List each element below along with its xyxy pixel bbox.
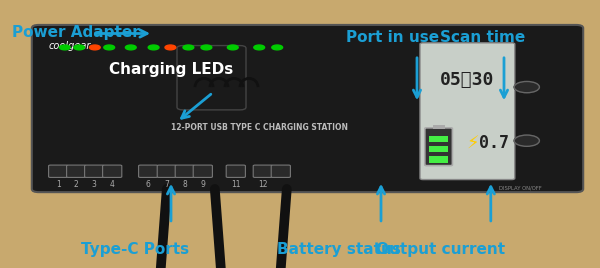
Circle shape — [104, 45, 115, 50]
Text: 12: 12 — [258, 180, 268, 189]
Circle shape — [74, 45, 85, 50]
Text: ⚡: ⚡ — [466, 134, 479, 152]
Text: 8: 8 — [182, 180, 187, 189]
Text: 12-PORT USB TYPE C CHARGING STATION: 12-PORT USB TYPE C CHARGING STATION — [170, 123, 347, 132]
Text: DISPLAY ON/OFF: DISPLAY ON/OFF — [499, 186, 542, 191]
FancyBboxPatch shape — [49, 165, 68, 177]
Text: 4: 4 — [110, 180, 115, 189]
Circle shape — [125, 45, 136, 50]
FancyBboxPatch shape — [253, 165, 272, 177]
Bar — [429, 136, 448, 142]
Text: 3: 3 — [92, 180, 97, 189]
FancyBboxPatch shape — [103, 165, 122, 177]
Bar — [429, 146, 448, 152]
Text: 6: 6 — [146, 180, 151, 189]
Text: Charging LEDs: Charging LEDs — [109, 62, 233, 77]
FancyBboxPatch shape — [32, 25, 583, 192]
Text: Port in use: Port in use — [346, 30, 440, 45]
Text: 2: 2 — [74, 180, 79, 189]
FancyBboxPatch shape — [420, 43, 515, 180]
Text: 9: 9 — [200, 180, 205, 189]
Text: 1: 1 — [56, 180, 61, 189]
Text: Power Adapter: Power Adapter — [12, 25, 140, 40]
FancyBboxPatch shape — [67, 165, 86, 177]
FancyBboxPatch shape — [175, 165, 194, 177]
Circle shape — [254, 45, 265, 50]
Circle shape — [148, 45, 159, 50]
Circle shape — [59, 45, 70, 50]
Circle shape — [183, 45, 194, 50]
Bar — [433, 125, 445, 129]
Bar — [429, 156, 448, 163]
Text: Output current: Output current — [376, 242, 506, 257]
Text: coolgear: coolgear — [49, 40, 91, 51]
Text: 7: 7 — [164, 180, 169, 189]
FancyBboxPatch shape — [85, 165, 104, 177]
FancyBboxPatch shape — [425, 128, 452, 166]
Text: Type-C Ports: Type-C Ports — [81, 242, 189, 257]
FancyBboxPatch shape — [157, 165, 176, 177]
Circle shape — [227, 45, 238, 50]
Circle shape — [272, 45, 283, 50]
Text: 0.7: 0.7 — [479, 134, 509, 152]
Circle shape — [514, 135, 539, 146]
Circle shape — [89, 45, 100, 50]
Circle shape — [201, 45, 212, 50]
Text: Battery status: Battery status — [277, 242, 401, 257]
FancyBboxPatch shape — [226, 165, 245, 177]
FancyBboxPatch shape — [193, 165, 212, 177]
FancyBboxPatch shape — [177, 46, 246, 110]
Text: 11: 11 — [231, 180, 241, 189]
Text: Scan time: Scan time — [440, 30, 526, 45]
FancyBboxPatch shape — [139, 165, 158, 177]
Circle shape — [165, 45, 176, 50]
Circle shape — [514, 81, 539, 93]
FancyBboxPatch shape — [271, 165, 290, 177]
Text: 05∲30: 05∲30 — [440, 71, 494, 90]
